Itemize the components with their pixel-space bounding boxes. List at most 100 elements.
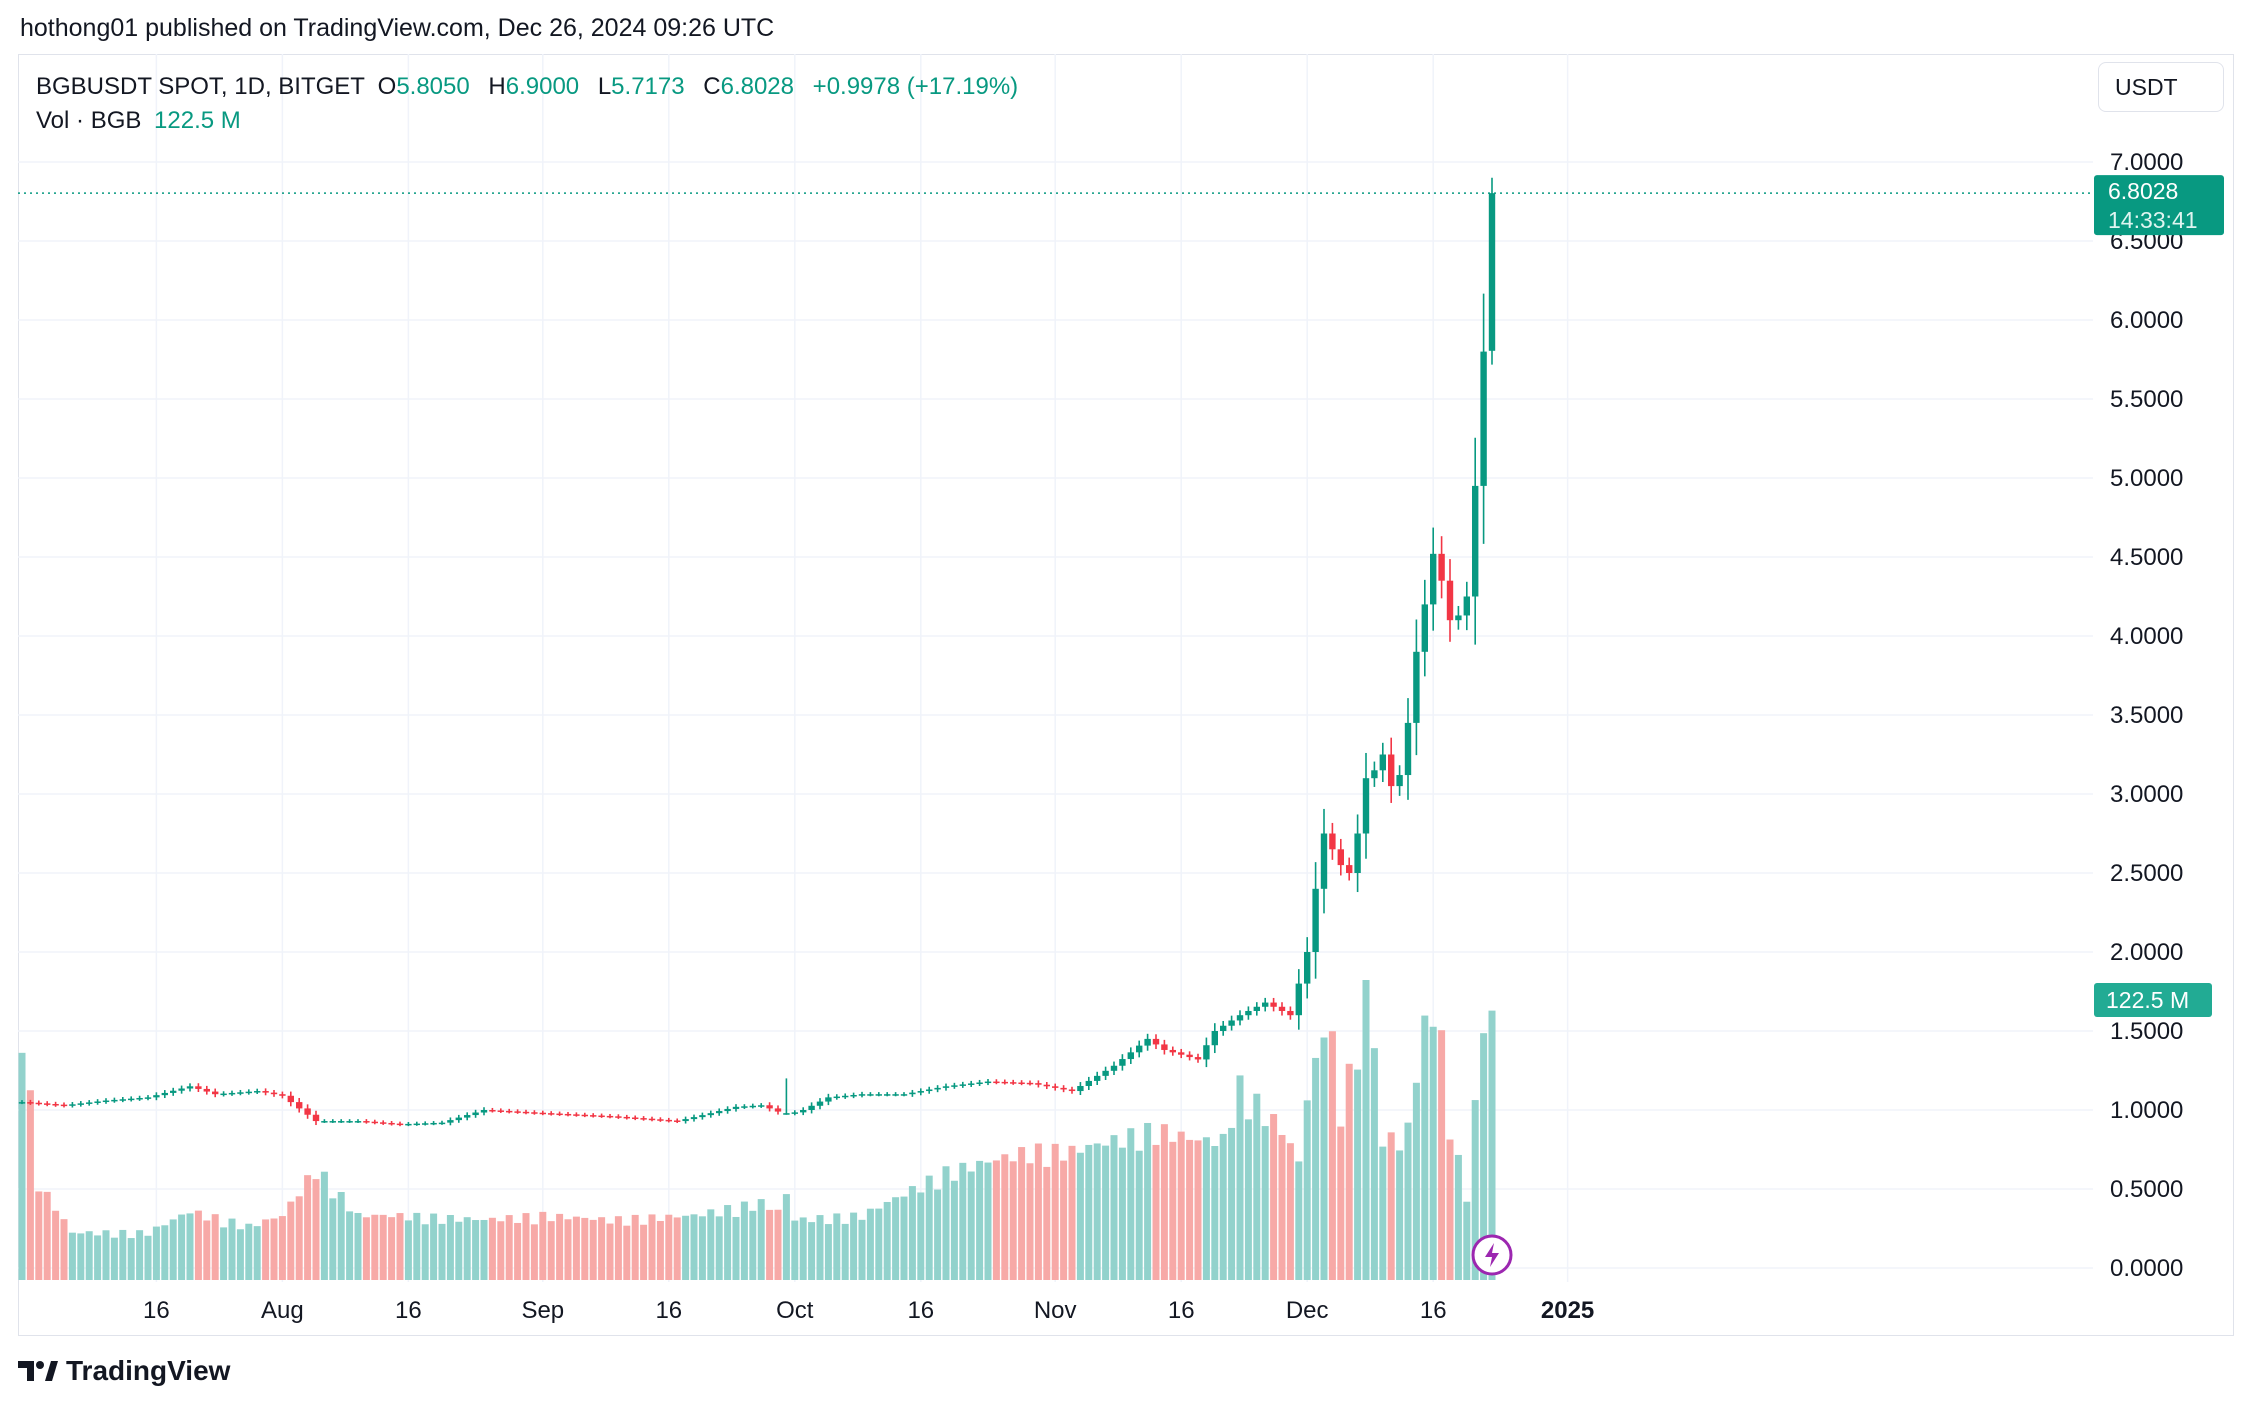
volume-bar <box>1488 1010 1496 1280</box>
candle-body <box>682 1119 689 1122</box>
currency-button[interactable]: USDT <box>2098 62 2224 112</box>
volume-bar <box>1194 1140 1202 1280</box>
volume-key[interactable]: Vol · BGB <box>36 107 142 134</box>
volume-bar <box>35 1191 43 1280</box>
candle-body <box>1329 833 1336 850</box>
candle-body <box>531 1112 538 1114</box>
volume-bar <box>388 1217 396 1280</box>
volume-bar <box>404 1220 412 1280</box>
volume-bar <box>984 1162 992 1280</box>
candle-body <box>1404 722 1412 776</box>
volume-bar <box>1001 1154 1009 1280</box>
tradingview-branding[interactable]: TradingView <box>18 1353 230 1389</box>
volume-bar <box>1370 1048 1378 1280</box>
candle-body <box>270 1092 278 1095</box>
candle-body <box>556 1113 563 1116</box>
candle-body <box>388 1122 395 1125</box>
symbol-label[interactable]: BGBUSDT SPOT, 1D, BITGET <box>36 73 365 100</box>
candle-body <box>363 1121 370 1123</box>
candle-body <box>858 1094 866 1096</box>
candle-body <box>926 1089 933 1092</box>
lightning-event-icon[interactable] <box>1471 1234 1513 1276</box>
candle-body <box>1127 1052 1134 1060</box>
volume-bar <box>438 1223 446 1280</box>
volume-bar <box>161 1225 169 1280</box>
x-tick-label: 16 <box>395 1297 422 1324</box>
volume-bar <box>136 1230 144 1280</box>
volume-bar <box>942 1166 950 1280</box>
y-tick-label: 5.5000 <box>2110 386 2183 413</box>
volume-bar <box>715 1216 723 1280</box>
candle-body <box>1010 1082 1017 1084</box>
candle-body <box>951 1085 958 1087</box>
volume-bar <box>1337 1126 1345 1280</box>
candle-body <box>1035 1083 1042 1085</box>
volume-bar <box>631 1214 639 1280</box>
open-key: O <box>377 73 397 100</box>
volume-bar <box>934 1189 942 1280</box>
volume-bar <box>236 1229 244 1280</box>
candle-body <box>934 1087 941 1090</box>
candle-body <box>674 1120 681 1122</box>
candle-body <box>1152 1038 1160 1045</box>
candle-body <box>1354 833 1361 873</box>
candle-body <box>833 1096 840 1099</box>
volume-bar <box>287 1201 295 1280</box>
volume-bar <box>413 1212 421 1280</box>
candle-body <box>942 1086 950 1088</box>
volume-value: 122.5 M <box>154 107 241 134</box>
candle-body <box>1371 770 1378 779</box>
candle-body <box>1119 1059 1126 1066</box>
volume-bar <box>917 1192 925 1280</box>
volume-bar <box>1068 1145 1076 1280</box>
candle-body <box>1236 1015 1244 1021</box>
volume-bar <box>94 1235 102 1280</box>
countdown-value: 14:33:41 <box>2108 207 2198 233</box>
volume-bar <box>606 1223 614 1280</box>
candle-body <box>564 1113 572 1116</box>
candle-body <box>766 1105 773 1109</box>
candle-body <box>245 1091 252 1094</box>
y-tick-label: 5.0000 <box>2110 465 2183 492</box>
axes: 0.0000 0.5000 1.0000 1.5000 2.0000 2.5000 3.00… <box>143 149 2183 1324</box>
candle-body <box>825 1097 832 1102</box>
volume-bar <box>598 1217 606 1280</box>
volume-bar <box>480 1219 488 1280</box>
volume-bar <box>102 1230 110 1280</box>
candle-body <box>396 1123 404 1126</box>
candle-body <box>1396 775 1403 787</box>
candle-body <box>312 1114 320 1122</box>
candle-body <box>279 1094 286 1096</box>
high-key: H <box>488 73 506 100</box>
volume-bar <box>346 1211 354 1280</box>
volume-bar <box>1043 1166 1051 1280</box>
volume-bar <box>144 1235 152 1280</box>
candle-body <box>60 1104 68 1107</box>
candle-body <box>1060 1087 1067 1090</box>
volume-bar <box>724 1205 732 1280</box>
candle-body <box>909 1092 916 1095</box>
volume-bar <box>1320 1037 1328 1280</box>
volume-bar <box>992 1160 1000 1280</box>
x-tick-label: 16 <box>1168 1297 1195 1324</box>
candle-body <box>1245 1010 1252 1016</box>
low-key: L <box>597 73 612 100</box>
volume-label-value: 122.5 M <box>2106 987 2189 1013</box>
volume-bar <box>127 1238 135 1280</box>
volume-bar <box>262 1219 270 1280</box>
volume-bar <box>220 1227 228 1280</box>
candle-body <box>329 1121 336 1123</box>
volume-bar <box>976 1160 984 1280</box>
volume-bar <box>623 1225 631 1280</box>
candle-body <box>522 1111 530 1114</box>
volume-bar <box>1110 1135 1118 1280</box>
candle-body <box>892 1094 899 1096</box>
volume-bar <box>640 1224 648 1280</box>
candle-body <box>699 1115 706 1118</box>
volume-bar <box>1026 1163 1034 1280</box>
ohlc-row: BGBUSDT SPOT, 1D, BITGET O5.8050 H6.9000… <box>36 70 1030 104</box>
candle-body <box>1480 351 1487 486</box>
candle-body <box>1472 485 1479 597</box>
candle-body <box>1161 1044 1168 1050</box>
